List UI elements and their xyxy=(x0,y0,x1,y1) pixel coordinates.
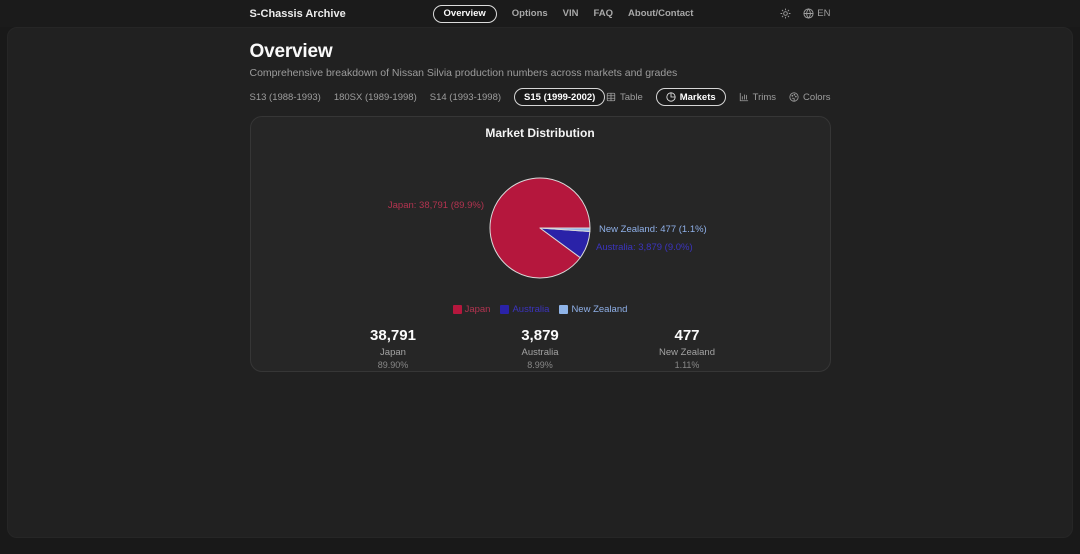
view-trims-button[interactable]: Trims xyxy=(739,89,776,106)
stat-australia-name: Australia xyxy=(521,347,559,358)
app-header: S-Chassis Archive Overview Options VIN F… xyxy=(0,0,1080,27)
nav-options[interactable]: Options xyxy=(511,8,548,19)
stat-new-zealand-name: New Zealand xyxy=(659,347,715,358)
view-switcher: Table Markets xyxy=(606,88,831,106)
legend-label-australia: Australia xyxy=(512,303,550,315)
language-selector[interactable]: EN xyxy=(803,8,831,19)
nav-faq[interactable]: FAQ xyxy=(593,8,614,19)
stat-australia-pct: 8.99% xyxy=(527,360,553,370)
stat-new-zealand-pct: 1.11% xyxy=(674,360,700,370)
legend-item-japan: Japan xyxy=(452,303,491,315)
pie-label-new-zealand: New Zealand: 477 (1.1%) xyxy=(599,224,707,235)
legend-label-new-zealand: New Zealand xyxy=(571,303,628,315)
pie-label-japan: Japan: 38,791 (89.9%) xyxy=(387,200,484,211)
tab-s14[interactable]: S14 (1993-1998) xyxy=(430,89,501,106)
pie-slice-new-zealand[interactable] xyxy=(539,227,591,232)
stat-japan-pct: 89.90% xyxy=(377,360,409,370)
view-trims-label: Trims xyxy=(752,91,777,103)
pie-svg xyxy=(489,177,591,279)
stat-australia: 3,879 Australia 8.99% xyxy=(467,327,614,370)
stat-japan: 38,791 Japan 89.90% xyxy=(320,327,467,370)
pie-chart-icon xyxy=(666,92,676,102)
language-label: EN xyxy=(817,8,831,19)
view-colors-button[interactable]: Colors xyxy=(789,89,831,106)
legend-swatch-new-zealand xyxy=(559,304,569,314)
view-table-label: Table xyxy=(620,91,643,103)
theme-toggle-button[interactable] xyxy=(780,8,791,19)
view-markets-button[interactable]: Markets xyxy=(655,88,726,106)
chassis-tabs: S13 (1988-1993) 180SX (1989-1998) S14 (1… xyxy=(250,88,606,106)
globe-icon xyxy=(803,8,814,19)
stat-new-zealand: 477 New Zealand 1.11% xyxy=(614,327,761,370)
header-inner: S-Chassis Archive Overview Options VIN F… xyxy=(249,4,831,23)
chart-legend: Japan Australia New Zealand xyxy=(251,303,830,315)
palette-icon xyxy=(789,92,799,102)
legend-swatch-australia xyxy=(500,304,510,314)
view-table-button[interactable]: Table xyxy=(606,89,643,106)
nav-vin[interactable]: VIN xyxy=(562,8,579,19)
legend-swatch-japan xyxy=(452,304,462,314)
market-distribution-card: Market Distribution Japan: 38,791 (89.9%… xyxy=(249,116,831,372)
tab-s15[interactable]: S15 (1999-2002) xyxy=(514,88,606,106)
header-actions: EN xyxy=(780,8,831,19)
pie-chart: Japan: 38,791 (89.9%) New Zealand: 477 (… xyxy=(251,140,830,303)
legend-label-japan: Japan xyxy=(464,303,491,315)
market-stats: 38,791 Japan 89.90% 3,879 Australia 8.99… xyxy=(251,327,830,370)
page-subtitle: Comprehensive breakdown of Nissan Silvia… xyxy=(249,67,678,79)
legend-item-australia: Australia xyxy=(500,304,549,315)
bar-chart-icon xyxy=(739,92,749,102)
table-icon xyxy=(606,92,616,102)
page-title: Overview xyxy=(249,41,333,62)
stat-japan-value: 38,791 xyxy=(370,327,416,344)
primary-nav: Overview Options VIN FAQ About/Contact xyxy=(346,4,781,23)
tab-180sx[interactable]: 180SX (1989-1998) xyxy=(334,89,417,106)
pie-label-australia: Australia: 3,879 (9.0%) xyxy=(596,242,693,253)
sun-icon xyxy=(780,8,791,19)
view-colors-label: Colors xyxy=(803,91,831,103)
nav-about-contact[interactable]: About/Contact xyxy=(628,8,694,19)
stat-new-zealand-value: 477 xyxy=(674,327,700,344)
stat-australia-value: 3,879 xyxy=(521,327,559,344)
view-markets-label: Markets xyxy=(679,91,716,103)
controls-row: S13 (1988-1993) 180SX (1989-1998) S14 (1… xyxy=(250,88,831,106)
page-container: Overview Comprehensive breakdown of Niss… xyxy=(249,28,831,372)
app-title: S-Chassis Archive xyxy=(249,7,346,20)
chart-title: Market Distribution xyxy=(485,126,595,140)
content-panel: Overview Comprehensive breakdown of Niss… xyxy=(7,27,1073,538)
stat-japan-name: Japan xyxy=(380,347,406,358)
tab-s13[interactable]: S13 (1988-1993) xyxy=(250,89,321,106)
nav-overview[interactable]: Overview xyxy=(432,4,497,23)
legend-item-new-zealand: New Zealand xyxy=(559,304,627,315)
